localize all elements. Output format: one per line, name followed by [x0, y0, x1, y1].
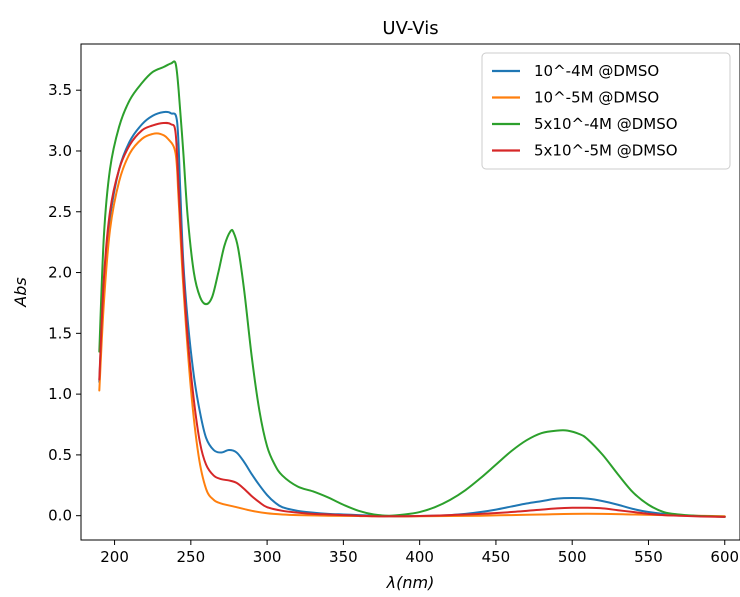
x-tick-label: 600: [710, 548, 739, 566]
legend-label: 5x10^-5M @DMSO: [534, 142, 678, 160]
legend-label: 10^-5M @DMSO: [534, 89, 659, 107]
y-tick-label: 3.0: [48, 142, 72, 160]
legend-label: 10^-4M @DMSO: [534, 62, 659, 80]
series-line-4: [98, 121, 726, 518]
x-tick-label: 500: [558, 548, 587, 566]
x-tick-label: 200: [100, 548, 129, 566]
x-tick-label: 450: [482, 548, 511, 566]
y-tick-label: 2.5: [48, 203, 72, 221]
y-tick-label: 1.0: [48, 385, 72, 403]
y-tick-label: 0.0: [48, 507, 72, 525]
x-tick-label: 550: [634, 548, 663, 566]
series-line-3: [98, 60, 726, 518]
series-group: [98, 60, 726, 518]
x-axis: 200 250 300 350 400 450 500 550 600: [100, 540, 739, 566]
chart-title: UV-Vis: [382, 18, 438, 39]
y-tick-label: 0.5: [48, 446, 72, 464]
x-tick-label: 400: [405, 548, 434, 566]
plot-frame: [80, 43, 740, 541]
x-tick-label: 300: [253, 548, 282, 566]
y-axis-title: Abs: [11, 277, 30, 307]
x-axis-title: λ(nm): [386, 573, 435, 592]
y-tick-label: 2.0: [48, 264, 72, 282]
legend-label: 5x10^-4M @DMSO: [534, 115, 678, 133]
series-line-1: [98, 110, 726, 518]
legend: 10^-4M @DMSO 10^-5M @DMSO 5x10^-4M @DMSO 5x…: [481, 52, 731, 170]
plot-area: [80, 43, 740, 541]
legend-box: [481, 52, 731, 170]
series-line-2: [98, 132, 726, 518]
x-tick-label: 350: [329, 548, 358, 566]
x-tick-label: 250: [177, 548, 206, 566]
y-tick-label: 1.5: [48, 324, 72, 342]
y-axis: 0.0 0.5 1.0 1.5 2.0 2.5 3.0 3.5: [48, 81, 81, 525]
y-tick-label: 3.5: [48, 81, 72, 99]
